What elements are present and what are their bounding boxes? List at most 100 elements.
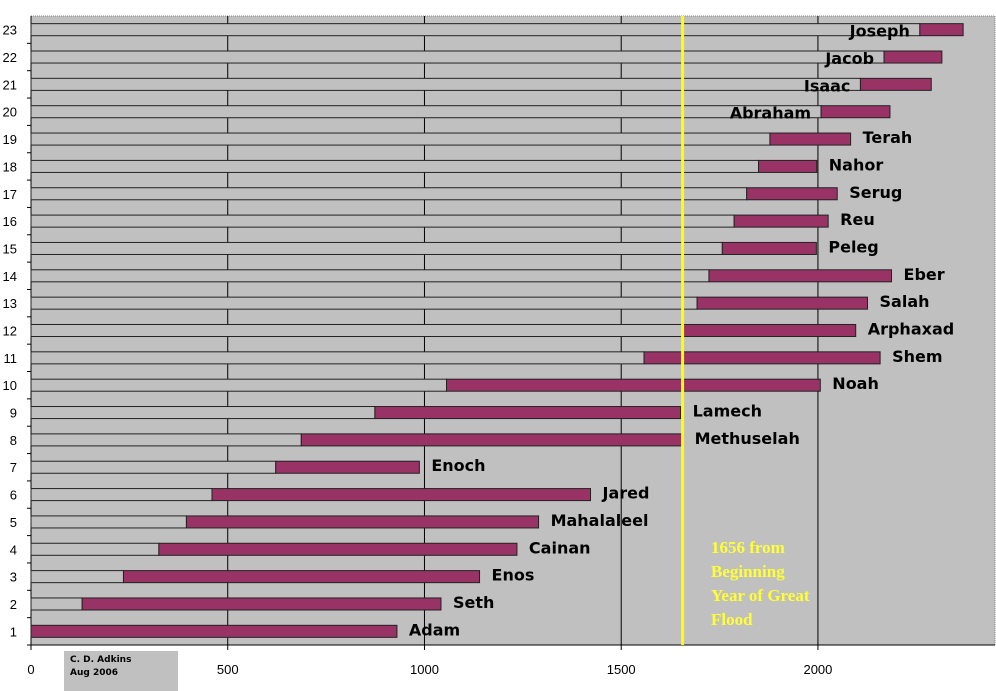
y-tick-label: 23 [3,23,17,38]
person-label: Seth [453,593,494,612]
y-tick-label: 9 [10,406,17,421]
flood-annotation: Beginning [711,562,785,581]
person-label: Jared [602,484,650,503]
lifespan-bar [682,323,857,338]
y-tick-label: 2 [10,597,17,612]
lifespan-bar [859,77,932,91]
y-tick-label: 21 [3,77,17,92]
offset-bar [30,406,376,420]
lifespan-bar [300,433,684,447]
offset-bar [30,187,748,201]
lifespan-bar [721,241,817,255]
lifespan-bar [81,597,442,611]
offset-bar [30,597,83,611]
offset-bar [30,433,302,447]
flood-annotation: Year of Great [711,586,810,605]
lifespan-bar [374,406,682,420]
y-tick-label: 12 [3,324,17,339]
offset-bar [30,269,710,283]
y-tick-label: 4 [10,542,17,557]
credit-box: C. D. Adkins Aug 2006 [64,651,178,691]
lifespan-bar [883,50,943,64]
offset-bar [30,570,124,584]
person-label: Adam [409,620,460,639]
offset-bar [30,50,885,64]
offset-bar [30,296,698,310]
lifespan-bar [919,23,964,37]
flood-annotation: 1656 from [711,538,785,557]
person-label: Enoch [431,456,485,475]
y-tick-label: 8 [10,433,17,448]
offset-bar [30,77,861,91]
person-label: Serug [849,183,902,202]
offset-bar [30,214,735,228]
x-tick-label: 500 [217,662,239,677]
person-label: Eber [904,265,945,284]
lifespan-bar [122,570,481,584]
person-label: Terah [863,128,913,147]
x-tick-label: 2000 [803,662,832,677]
person-label: Methuselah [695,429,800,448]
credit-date: Aug 2006 [70,668,118,678]
lifespan-bar [185,515,540,529]
person-label: Abraham [730,104,811,123]
offset-bar [30,323,684,338]
y-tick-label: 18 [3,159,17,174]
lifespan-bar [696,296,869,310]
lifespan-bar [30,624,398,638]
lifespan-bar [820,105,891,119]
person-label: Arphaxad [868,320,954,339]
y-tick-label: 19 [3,132,17,147]
lifespan-bar [746,187,838,201]
lifespan-bar [758,159,818,173]
lifespan-bar [446,378,821,392]
y-tick-label: 7 [10,460,17,475]
offset-bar [30,488,213,502]
person-label: Enos [492,566,535,585]
person-label: Shem [892,347,942,366]
y-tick-label: 3 [10,570,17,585]
person-label: Joseph [849,22,910,41]
lifespan-bar [769,132,852,146]
lifespan-bar [211,488,592,502]
offset-bar [30,460,277,474]
person-label: Lamech [693,402,762,421]
person-label: Noah [832,374,879,393]
y-tick-label: 5 [10,515,17,530]
y-tick-label: 11 [4,351,18,366]
offset-bar [30,378,448,392]
y-tick-label: 6 [10,488,17,503]
lifespan-bar [733,214,829,228]
offset-bar [30,23,921,37]
y-tick-label: 13 [3,296,17,311]
x-tick-label: 1500 [607,662,636,677]
offset-bar [30,515,187,529]
offset-bar [30,241,723,255]
x-tick-label: 1000 [410,662,439,677]
flood-annotation: Flood [711,610,753,629]
person-label: Jacob [824,49,874,68]
person-label: Mahalaleel [551,511,649,530]
y-tick-label: 22 [3,50,17,65]
y-tick-label: 16 [3,214,17,229]
lifespan-bar [158,542,518,556]
lifespan-bar [275,460,420,474]
y-tick-label: 1 [10,624,17,639]
person-label: Salah [880,292,930,311]
offset-bar [30,159,760,173]
offset-bar [30,351,645,365]
lifespan-bar [643,351,881,365]
lifespan-bar [708,269,893,283]
x-tick-label: 0 [27,662,34,677]
y-tick-label: 14 [3,269,17,284]
y-tick-label: 10 [3,378,17,393]
person-label: Reu [840,210,875,229]
y-tick-label: 20 [3,105,17,120]
person-label: Cainan [529,538,591,557]
person-label: Peleg [828,237,878,256]
y-tick-label: 17 [3,187,17,202]
person-label: Isaac [804,76,851,95]
credit-author: C. D. Adkins [70,655,132,665]
offset-bar [30,132,771,146]
